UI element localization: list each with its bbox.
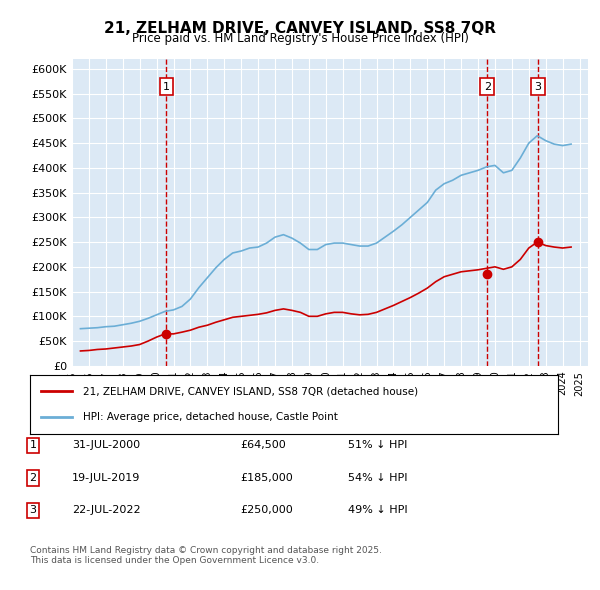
Text: 3: 3 xyxy=(535,81,542,91)
Text: 2: 2 xyxy=(484,81,491,91)
Text: 2: 2 xyxy=(29,473,37,483)
Text: HPI: Average price, detached house, Castle Point: HPI: Average price, detached house, Cast… xyxy=(83,412,338,422)
Text: 31-JUL-2000: 31-JUL-2000 xyxy=(72,441,140,450)
Text: 54% ↓ HPI: 54% ↓ HPI xyxy=(348,473,407,483)
Text: 21, ZELHAM DRIVE, CANVEY ISLAND, SS8 7QR: 21, ZELHAM DRIVE, CANVEY ISLAND, SS8 7QR xyxy=(104,21,496,35)
Text: £64,500: £64,500 xyxy=(240,441,286,450)
Text: £250,000: £250,000 xyxy=(240,506,293,515)
Text: Contains HM Land Registry data © Crown copyright and database right 2025.
This d: Contains HM Land Registry data © Crown c… xyxy=(30,546,382,565)
Text: £185,000: £185,000 xyxy=(240,473,293,483)
Text: Price paid vs. HM Land Registry's House Price Index (HPI): Price paid vs. HM Land Registry's House … xyxy=(131,32,469,45)
Text: 1: 1 xyxy=(163,81,170,91)
Text: 21, ZELHAM DRIVE, CANVEY ISLAND, SS8 7QR (detached house): 21, ZELHAM DRIVE, CANVEY ISLAND, SS8 7QR… xyxy=(83,386,418,396)
Text: 19-JUL-2019: 19-JUL-2019 xyxy=(72,473,140,483)
Text: 3: 3 xyxy=(29,506,37,515)
Text: 49% ↓ HPI: 49% ↓ HPI xyxy=(348,506,407,515)
Text: 22-JUL-2022: 22-JUL-2022 xyxy=(72,506,140,515)
Text: 1: 1 xyxy=(29,441,37,450)
Text: 51% ↓ HPI: 51% ↓ HPI xyxy=(348,441,407,450)
